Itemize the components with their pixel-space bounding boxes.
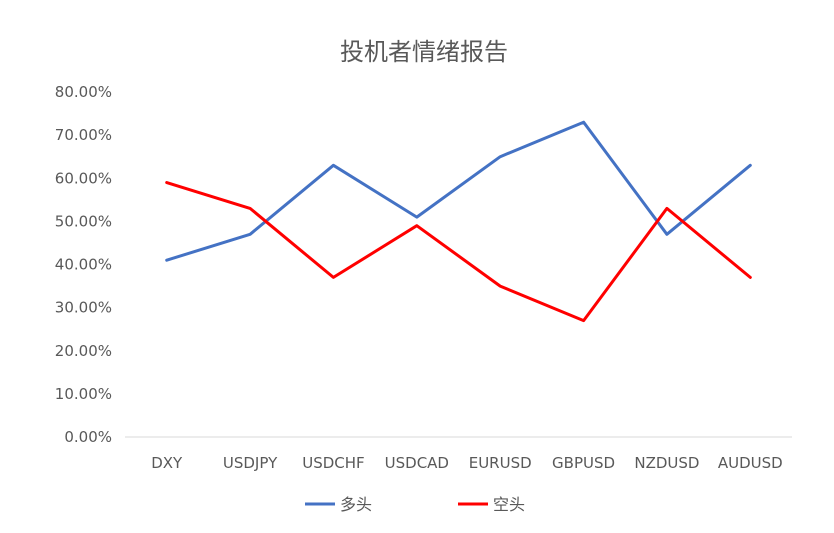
series-line-0 bbox=[165, 120, 752, 262]
y-tick-label: 80.00% bbox=[55, 83, 112, 101]
x-axis: DXY USDJPY USDCHF USDCAD EURUSD GBPUSD NZDUSD A… bbox=[151, 454, 783, 472]
x-tick-label: AUDUSD bbox=[718, 454, 783, 472]
y-tick-label: 20.00% bbox=[55, 342, 112, 360]
series-lines bbox=[165, 120, 752, 323]
x-tick-label: USDCAD bbox=[385, 454, 449, 472]
legend-label-1: 空头 bbox=[493, 495, 525, 514]
y-tick-label: 60.00% bbox=[55, 169, 112, 187]
x-tick-label: USDCHF bbox=[302, 454, 364, 472]
y-tick-label: 40.00% bbox=[55, 256, 112, 274]
y-tick-label: 70.00% bbox=[55, 126, 112, 144]
x-tick-label: USDJPY bbox=[223, 454, 278, 472]
y-tick-label: 0.00% bbox=[64, 428, 112, 446]
x-tick-label: GBPUSD bbox=[552, 454, 615, 472]
x-tick-label: DXY bbox=[151, 454, 183, 472]
x-tick-label: NZDUSD bbox=[634, 454, 699, 472]
legend: 多头 空头 bbox=[305, 495, 525, 514]
x-tick-label: EURUSD bbox=[469, 454, 532, 472]
series-line-1 bbox=[165, 181, 752, 323]
y-tick-label: 30.00% bbox=[55, 299, 112, 317]
chart-title: 投机者情绪报告 bbox=[340, 38, 508, 66]
y-axis: 0.00% 10.00% 20.00% 30.00% 40.00% 50.00% 60.00… bbox=[55, 83, 112, 446]
y-tick-label: 50.00% bbox=[55, 212, 112, 230]
legend-label-0: 多头 bbox=[340, 495, 372, 514]
y-tick-label: 10.00% bbox=[55, 385, 112, 403]
